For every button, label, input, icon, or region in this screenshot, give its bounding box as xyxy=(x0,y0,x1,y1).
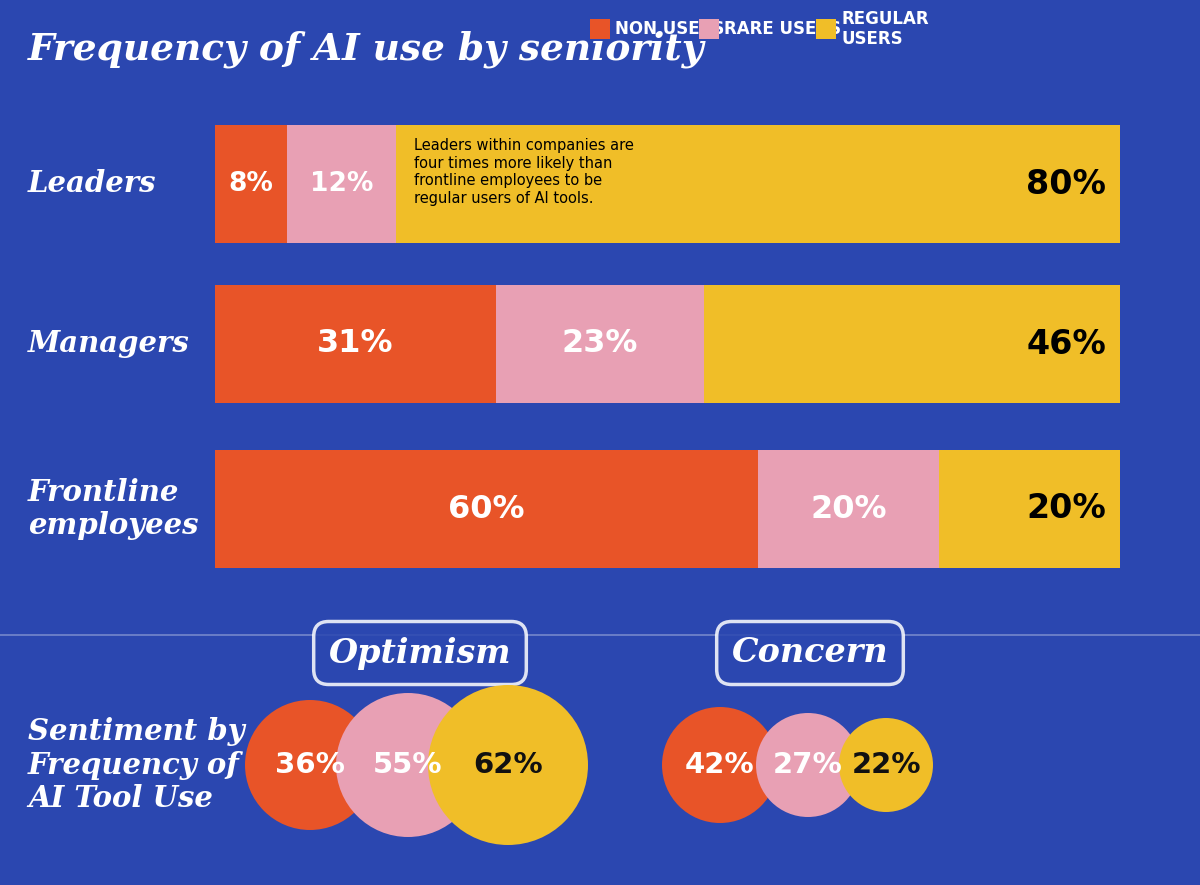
Text: NON USERS: NON USERS xyxy=(616,20,725,38)
FancyBboxPatch shape xyxy=(215,125,288,243)
FancyBboxPatch shape xyxy=(288,125,396,243)
Text: 46%: 46% xyxy=(1026,327,1106,360)
Circle shape xyxy=(336,693,480,837)
FancyBboxPatch shape xyxy=(215,450,758,568)
Text: RARE USERS: RARE USERS xyxy=(725,20,841,38)
Text: 80%: 80% xyxy=(1026,167,1106,201)
Text: REGULAR
USERS: REGULAR USERS xyxy=(841,10,929,49)
FancyBboxPatch shape xyxy=(396,125,1120,243)
FancyBboxPatch shape xyxy=(496,285,703,403)
Circle shape xyxy=(839,718,934,812)
Circle shape xyxy=(428,685,588,845)
Circle shape xyxy=(662,707,778,823)
Text: 60%: 60% xyxy=(449,494,524,525)
Text: Optimism: Optimism xyxy=(329,636,511,669)
Text: Managers: Managers xyxy=(28,329,190,358)
FancyBboxPatch shape xyxy=(215,285,496,403)
Text: 31%: 31% xyxy=(317,328,394,359)
FancyBboxPatch shape xyxy=(700,19,719,39)
Text: Frontline
employees: Frontline employees xyxy=(28,478,198,541)
Circle shape xyxy=(245,700,374,830)
FancyBboxPatch shape xyxy=(816,19,836,39)
Text: Leaders within companies are
four times more likely than
frontline employees to : Leaders within companies are four times … xyxy=(414,138,634,205)
Circle shape xyxy=(756,713,860,817)
Text: 23%: 23% xyxy=(562,328,638,359)
Text: 8%: 8% xyxy=(229,171,274,197)
FancyBboxPatch shape xyxy=(758,450,940,568)
Text: Concern: Concern xyxy=(732,636,888,669)
Text: 20%: 20% xyxy=(810,494,887,525)
Text: 20%: 20% xyxy=(1026,492,1106,526)
Text: 42%: 42% xyxy=(685,751,755,779)
Text: 22%: 22% xyxy=(851,751,920,779)
FancyBboxPatch shape xyxy=(703,285,1120,403)
Text: Leaders: Leaders xyxy=(28,170,156,198)
FancyBboxPatch shape xyxy=(590,19,610,39)
FancyBboxPatch shape xyxy=(940,450,1120,568)
Text: 55%: 55% xyxy=(373,751,443,779)
Text: 62%: 62% xyxy=(473,751,542,779)
Text: Sentiment by
Frequency of
AI Tool Use: Sentiment by Frequency of AI Tool Use xyxy=(28,717,245,813)
Text: Frequency of AI use by seniority: Frequency of AI use by seniority xyxy=(28,30,704,67)
Text: 27%: 27% xyxy=(773,751,842,779)
Text: 12%: 12% xyxy=(310,171,373,197)
Text: 36%: 36% xyxy=(275,751,344,779)
